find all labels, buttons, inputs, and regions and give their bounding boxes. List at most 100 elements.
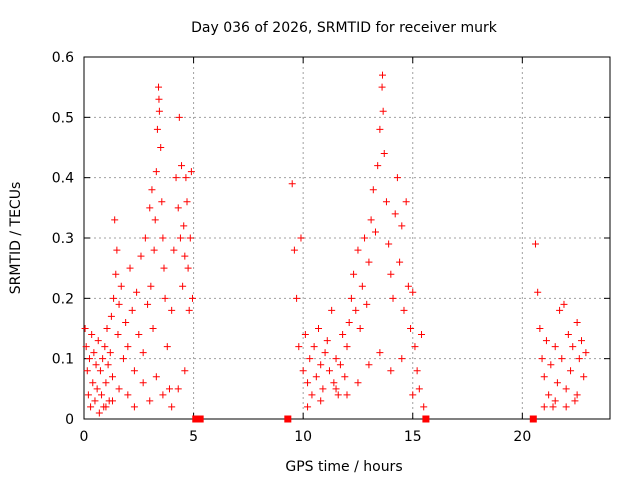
data-point xyxy=(379,107,387,115)
data-point xyxy=(161,294,169,302)
x-tick-label: 0 xyxy=(80,429,89,445)
data-point xyxy=(415,385,423,393)
data-point xyxy=(168,403,176,411)
data-point xyxy=(181,252,189,260)
data-point xyxy=(186,234,194,242)
data-point xyxy=(174,204,182,212)
data-point xyxy=(117,282,125,290)
data-point xyxy=(562,403,570,411)
data-point xyxy=(315,325,323,332)
data-point xyxy=(139,349,147,357)
data-point xyxy=(158,198,166,206)
data-point xyxy=(98,391,106,399)
data-point xyxy=(103,325,111,332)
data-point xyxy=(569,343,577,351)
data-point xyxy=(369,186,377,194)
data-point xyxy=(571,397,579,405)
data-point xyxy=(562,385,570,393)
chart-title: Day 036 of 2026, SRMTID for receiver mur… xyxy=(191,20,498,36)
data-point xyxy=(341,373,349,381)
data-point xyxy=(153,125,161,133)
data-point xyxy=(308,391,316,399)
data-point xyxy=(155,83,163,91)
x-tick-label: 10 xyxy=(294,429,312,445)
data-point xyxy=(96,367,104,375)
data-point xyxy=(94,337,102,345)
data-point xyxy=(89,379,97,387)
data-point xyxy=(339,331,347,339)
data-point xyxy=(420,403,428,411)
data-point xyxy=(330,379,338,387)
data-point xyxy=(578,337,586,345)
data-point xyxy=(82,343,90,351)
data-point xyxy=(148,186,156,194)
data-point xyxy=(374,162,382,170)
data-point xyxy=(111,216,119,224)
zero-value-marker xyxy=(422,415,430,423)
data-point xyxy=(312,373,320,381)
data-point xyxy=(413,367,421,375)
data-point xyxy=(135,331,143,339)
data-point xyxy=(137,252,145,260)
data-point xyxy=(107,312,115,320)
data-point xyxy=(545,391,553,399)
data-point xyxy=(407,325,415,332)
data-point xyxy=(389,294,397,302)
data-point xyxy=(85,355,93,363)
y-tick-label: 0.1 xyxy=(52,352,74,368)
data-point xyxy=(358,282,366,290)
data-point xyxy=(122,318,130,326)
data-point xyxy=(411,343,419,351)
data-point xyxy=(178,162,186,170)
data-point xyxy=(363,300,371,308)
y-tick-label: 0 xyxy=(65,412,74,428)
data-point xyxy=(328,306,336,314)
data-point xyxy=(92,361,100,369)
data-point xyxy=(184,264,192,272)
data-point xyxy=(114,331,122,339)
data-point xyxy=(113,246,121,254)
data-point xyxy=(174,385,182,393)
data-point xyxy=(112,270,120,278)
data-point xyxy=(159,391,167,399)
x-tick-label: 15 xyxy=(404,429,422,445)
data-point xyxy=(183,198,191,206)
data-point xyxy=(334,391,342,399)
data-point xyxy=(101,343,109,351)
y-tick-label: 0.2 xyxy=(52,291,74,307)
data-point xyxy=(343,391,351,399)
y-tick-label: 0.6 xyxy=(52,50,74,66)
data-point xyxy=(182,174,190,182)
zero-value-marker xyxy=(196,415,204,423)
data-point xyxy=(83,367,91,375)
data-point xyxy=(99,355,107,363)
data-point xyxy=(151,216,159,224)
data-point xyxy=(104,361,112,369)
data-point xyxy=(365,361,373,369)
data-point xyxy=(378,83,386,91)
data-point xyxy=(325,367,333,375)
data-point xyxy=(90,349,98,357)
data-point xyxy=(354,379,362,387)
data-point xyxy=(319,385,327,393)
data-point xyxy=(181,367,189,375)
data-point xyxy=(409,288,417,296)
data-point xyxy=(95,409,103,417)
data-point xyxy=(133,288,141,296)
y-axis-title: SRMTID / TECUs xyxy=(8,182,24,295)
data-point xyxy=(540,373,548,381)
data-point xyxy=(385,240,393,248)
data-point xyxy=(393,174,401,182)
data-point xyxy=(323,337,331,345)
data-point xyxy=(356,325,364,332)
data-point xyxy=(290,246,298,254)
data-point xyxy=(580,373,588,381)
data-point xyxy=(536,325,544,332)
data-point xyxy=(91,397,99,405)
data-point xyxy=(540,403,548,411)
data-point xyxy=(304,379,312,387)
data-point xyxy=(147,282,155,290)
x-tick-label: 20 xyxy=(513,429,531,445)
data-point xyxy=(398,222,406,230)
